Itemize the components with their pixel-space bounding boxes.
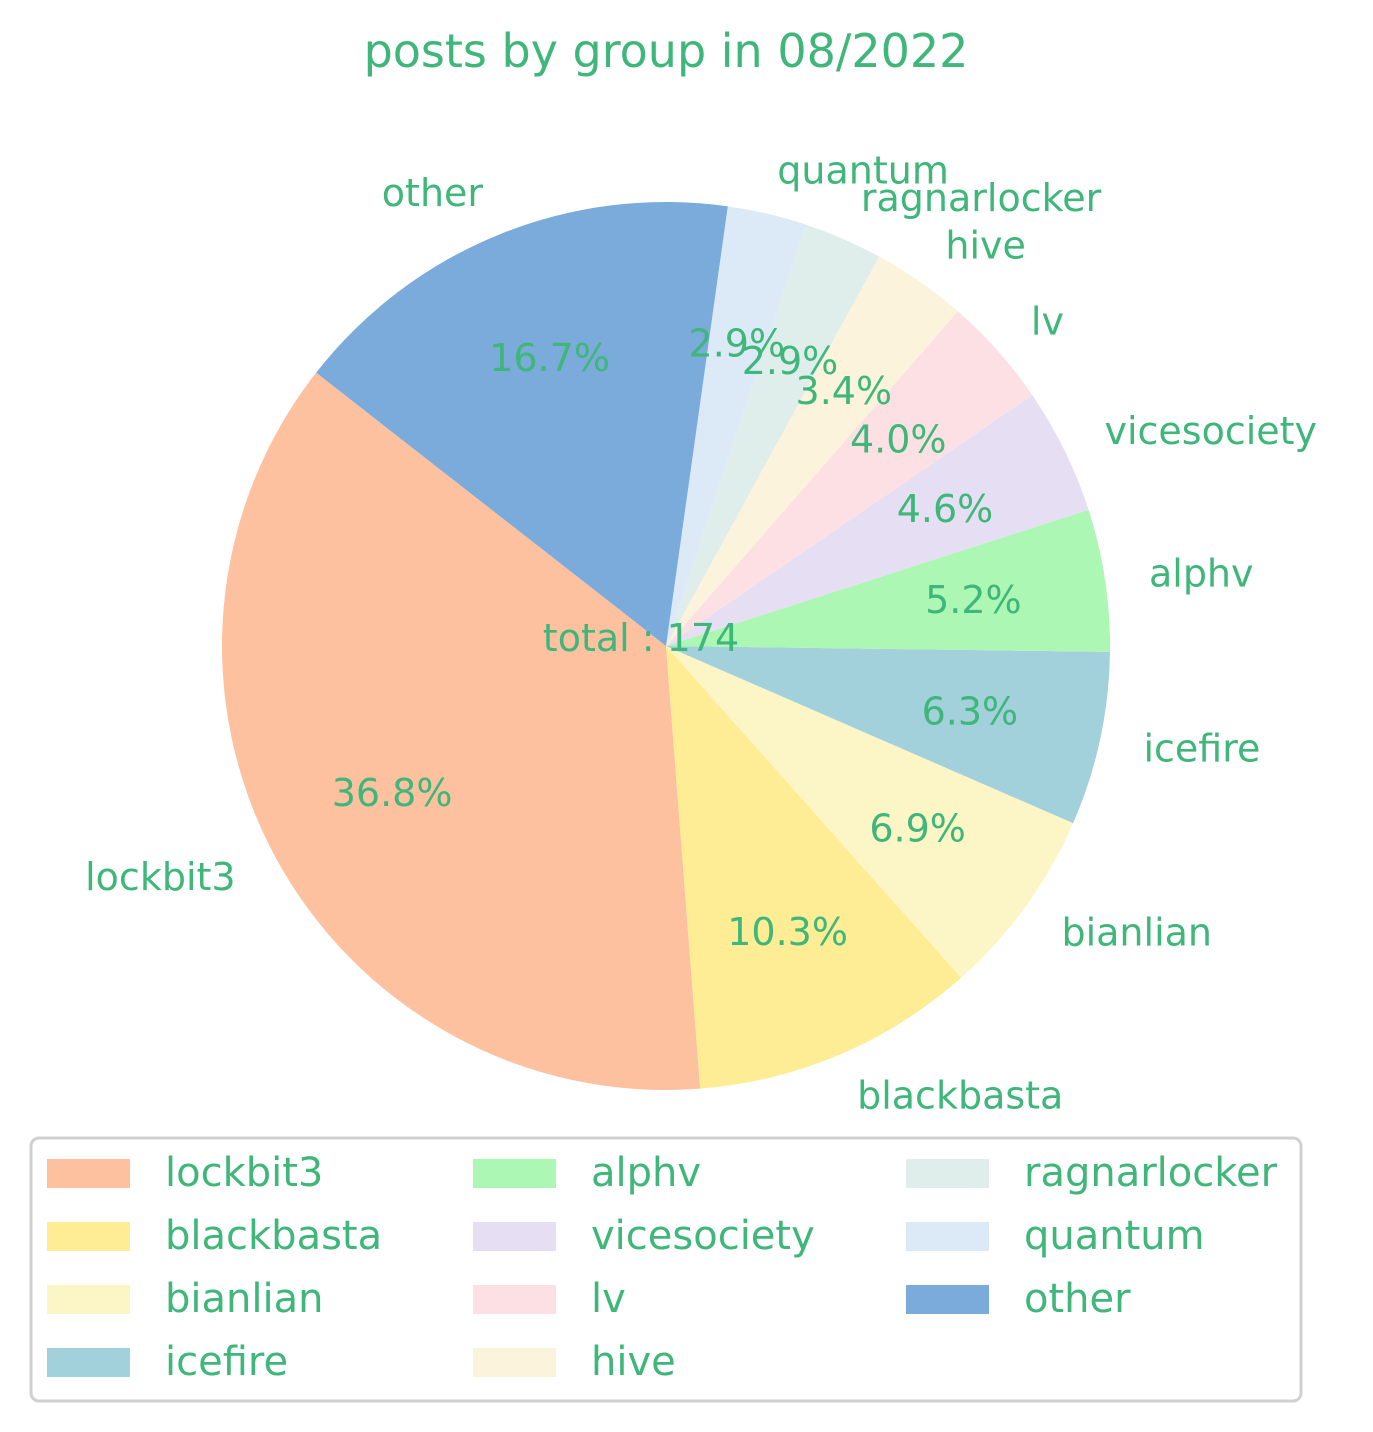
legend-label-vicesociety: vicesociety — [591, 1213, 815, 1259]
slice-label-blackbasta: blackbasta — [857, 1073, 1063, 1117]
percent-label-icefire: 6.3% — [922, 689, 1019, 733]
legend-label-other: other — [1024, 1276, 1131, 1322]
slice-label-ragnarlocker: ragnarlocker — [861, 176, 1102, 220]
pie-slice-bianlian — [666, 646, 1074, 978]
pie-slice-ragnarlocker — [666, 224, 880, 647]
legend-swatch-alphv — [473, 1159, 556, 1188]
legend-swatch-vicesociety — [473, 1222, 556, 1251]
legend-label-bianlian: bianlian — [165, 1276, 323, 1322]
percent-label-quantum: 2.9% — [689, 321, 786, 365]
pie-slice-lv — [666, 311, 1033, 646]
legend-swatch-lockbit3 — [47, 1159, 130, 1188]
percent-label-other: 16.7% — [489, 336, 610, 380]
slice-label-lockbit3: lockbit3 — [85, 855, 235, 899]
slice-label-other: other — [382, 171, 484, 215]
legend-swatch-lv — [473, 1285, 556, 1314]
slice-label-bianlian: bianlian — [1061, 911, 1212, 955]
legend-swatch-hive — [473, 1348, 556, 1377]
percent-label-lv: 4.0% — [850, 417, 947, 461]
slice-label-vicesociety: vicesociety — [1104, 409, 1317, 453]
slice-label-alphv: alphv — [1149, 551, 1254, 595]
slice-label-icefire: icefire — [1143, 727, 1260, 771]
slice-label-quantum: quantum — [777, 148, 949, 192]
legend-swatch-blackbasta — [47, 1222, 130, 1251]
center-total-label: total : 174 — [543, 616, 739, 660]
pie-slice-alphv — [666, 509, 1110, 652]
pie-slices — [221, 202, 1110, 1090]
percent-label-vicesociety: 4.6% — [897, 487, 994, 531]
pie-slice-blackbasta — [666, 646, 962, 1089]
legend-label-hive: hive — [591, 1339, 676, 1385]
legend-label-icefire: icefire — [165, 1339, 288, 1385]
percent-label-blackbasta: 10.3% — [727, 910, 848, 954]
percent-label-lockbit3: 36.8% — [332, 771, 453, 815]
legend-swatch-other — [906, 1285, 989, 1314]
legend-swatch-bianlian — [47, 1285, 130, 1314]
legend-label-lockbit3: lockbit3 — [165, 1150, 323, 1196]
pie-slice-icefire — [666, 646, 1110, 824]
percent-label-alphv: 5.2% — [925, 578, 1022, 622]
legend-swatch-icefire — [47, 1348, 130, 1377]
legend-label-lv: lv — [591, 1276, 626, 1322]
pie-slice-lockbit3 — [221, 372, 701, 1090]
percent-label-ragnarlocker: 2.9% — [742, 339, 839, 383]
pie-slice-other — [316, 202, 728, 646]
pie-slice-hive — [666, 256, 958, 646]
legend-frame — [29, 1136, 1303, 1403]
pie-slice-quantum — [666, 206, 806, 646]
pie-labels: 36.8% lockbit3 10.3% blackbasta 6.9% bianlian… — [85, 148, 1317, 1117]
legend-swatch-quantum — [906, 1222, 989, 1251]
pie-slice-vicesociety — [666, 395, 1089, 646]
slice-label-hive: hive — [945, 223, 1026, 267]
legend: lockbit3 blackbasta bianlian icefire alphv vi… — [29, 1136, 1303, 1403]
legend-label-blackbasta: blackbasta — [165, 1213, 382, 1259]
legend-items: lockbit3 blackbasta bianlian icefire alphv vi… — [47, 1150, 1278, 1385]
legend-label-ragnarlocker: ragnarlocker — [1024, 1150, 1278, 1196]
legend-swatch-ragnarlocker — [906, 1159, 989, 1188]
percent-label-bianlian: 6.9% — [869, 806, 966, 850]
chart-title: posts by group in 08/2022 — [364, 24, 969, 78]
legend-label-alphv: alphv — [591, 1150, 701, 1196]
legend-label-quantum: quantum — [1024, 1213, 1205, 1259]
slice-label-lv: lv — [1031, 299, 1064, 343]
percent-label-hive: 3.4% — [796, 369, 893, 413]
